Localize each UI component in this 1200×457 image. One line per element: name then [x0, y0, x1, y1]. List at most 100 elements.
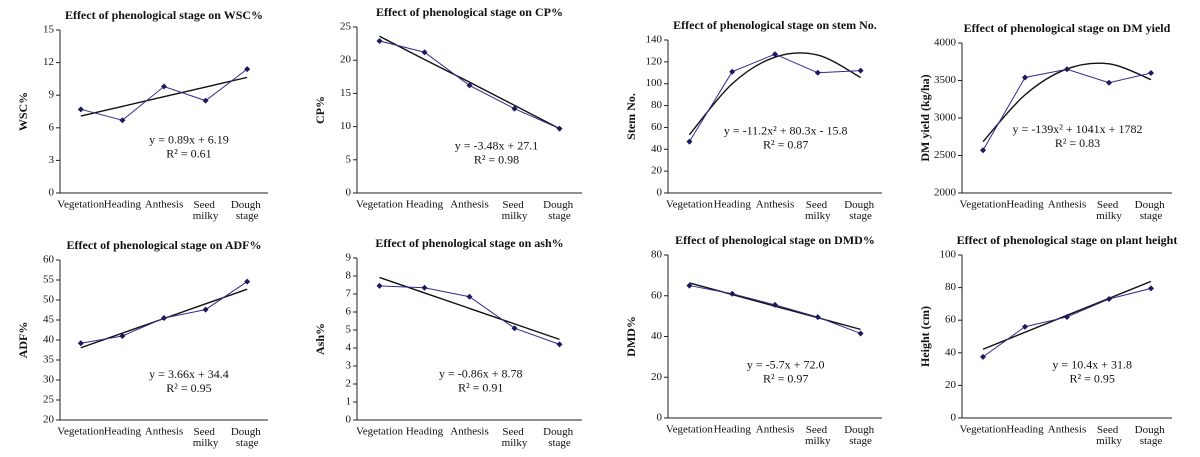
x-tick-label: Vegetation [356, 426, 404, 438]
data-point [376, 37, 383, 44]
data-point [421, 49, 428, 56]
x-tick-label: Heading [1006, 424, 1044, 436]
chart-title: Effect of phenological stage on stem No. [673, 18, 877, 32]
data-line [689, 285, 861, 334]
data-point [729, 68, 736, 75]
x-tick-label: Dough stage [543, 199, 576, 222]
y-tick-label: 30 [43, 374, 55, 386]
equation: y = -11.2x² + 80.3x - 15.8 [724, 124, 848, 138]
data-point [466, 293, 473, 300]
chart: Effect of phenological stage on WSC% WSC%… [16, 8, 268, 222]
data-line [80, 281, 248, 344]
y-tick-label: 20 [43, 414, 55, 426]
y-tick-label: 12 [43, 56, 54, 68]
x-tick-label: Heading [104, 199, 142, 211]
y-axis-label: Ash% [313, 323, 327, 355]
y-tick-label: 7 [346, 288, 352, 300]
x-tick-label: Heading [406, 199, 444, 211]
data-point [814, 69, 821, 76]
r-squared: R² = 0.87 [763, 138, 808, 152]
data-point [1022, 323, 1028, 330]
data-point [1022, 74, 1028, 81]
data-point [729, 290, 736, 297]
y-tick-label: 5 [346, 324, 352, 336]
r-squared: R² = 0.95 [1070, 372, 1115, 386]
y-axis-label: CP% [313, 96, 327, 124]
data-point [376, 282, 383, 289]
y-tick-label: 3500 [934, 74, 957, 86]
equation: y = -0.86x + 8.78 [439, 366, 523, 380]
equation: y = -139x² + 1041x + 1782 [1013, 122, 1143, 136]
y-tick-label: 100 [646, 77, 663, 89]
y-tick-label: 60 [43, 254, 55, 266]
data-point [161, 315, 167, 321]
x-tick-label: Seed milky [805, 199, 831, 222]
y-tick-label: 45 [43, 314, 55, 326]
data-point [1106, 296, 1112, 303]
x-tick-label: Seed milky [193, 199, 219, 222]
chart: Effect of phenological stage on plant he… [918, 233, 1178, 447]
y-tick-label: 4000 [934, 37, 957, 49]
y-tick-label: 25 [43, 394, 55, 406]
data-point [511, 325, 518, 332]
equation: y = 10.4x + 31.8 [1052, 358, 1132, 372]
data-line [80, 68, 248, 121]
y-tick-label: 60 [945, 314, 957, 326]
r-squared: R² = 0.95 [166, 381, 211, 395]
x-tick-label: Vegetation [57, 199, 105, 211]
y-tick-label: 2000 [934, 187, 957, 199]
x-tick-label: Vegetation [57, 426, 105, 438]
y-tick-label: 40 [945, 346, 957, 358]
r-squared: R² = 0.61 [166, 147, 211, 161]
data-point [556, 125, 563, 132]
x-tick-label: Seed milky [1096, 199, 1122, 222]
chart-title: Effect of phenological stage on CP% [376, 5, 563, 19]
trend-line [379, 276, 560, 341]
data-point [77, 106, 84, 113]
x-tick-label: Anthesis [1048, 199, 1087, 211]
x-tick-label: Dough stage [1135, 199, 1168, 222]
data-point [772, 51, 778, 58]
data-point [202, 306, 209, 313]
x-tick-label: Dough stage [231, 199, 264, 222]
chart-title: Effect of phenological stage on DMD% [675, 233, 875, 247]
y-tick-label: 0 [951, 412, 957, 424]
data-point [814, 314, 821, 321]
y-tick-label: 3 [346, 360, 352, 372]
data-line [982, 287, 1152, 358]
data-point [466, 82, 473, 89]
x-tick-label: Vegetation [666, 199, 714, 211]
x-tick-label: Vegetation [959, 199, 1007, 211]
r-squared: R² = 0.91 [458, 380, 503, 394]
x-tick-label: Heading [406, 426, 444, 438]
chart: Effect of phenological stage on DMD% DMD%… [624, 233, 882, 447]
data-point [161, 83, 167, 90]
data-point [244, 278, 251, 285]
r-squared: R² = 0.97 [763, 372, 808, 386]
x-tick-label: Heading [714, 199, 752, 211]
data-point [77, 340, 84, 347]
y-tick-label: 60 [651, 121, 663, 133]
x-tick-label: Vegetation [356, 199, 404, 211]
chart: Effect of phenological stage on stem No.… [624, 18, 882, 222]
chart: Effect of phenological stage on DM yield… [918, 21, 1172, 222]
y-tick-label: 10 [340, 120, 352, 132]
y-tick-label: 40 [651, 330, 663, 342]
x-tick-label: Dough stage [543, 426, 576, 449]
y-tick-label: 1 [346, 396, 352, 408]
y-tick-label: 15 [43, 24, 55, 36]
data-point [857, 67, 864, 74]
y-tick-label: 0 [346, 187, 352, 199]
data-point [1064, 313, 1070, 320]
data-point [119, 117, 126, 124]
chart: Effect of phenological stage on ADF% ADF%… [16, 238, 268, 449]
data-point [244, 66, 251, 73]
data-point [772, 301, 778, 308]
y-tick-label: 80 [651, 99, 663, 111]
y-tick-label: 0 [49, 187, 55, 199]
x-tick-label: Anthesis [450, 426, 489, 438]
x-tick-label: Anthesis [145, 199, 184, 211]
x-tick-label: Heading [1006, 199, 1044, 211]
chart-title: Effect of phenological stage on DM yield [964, 21, 1171, 35]
y-tick-label: 25 [340, 21, 352, 33]
